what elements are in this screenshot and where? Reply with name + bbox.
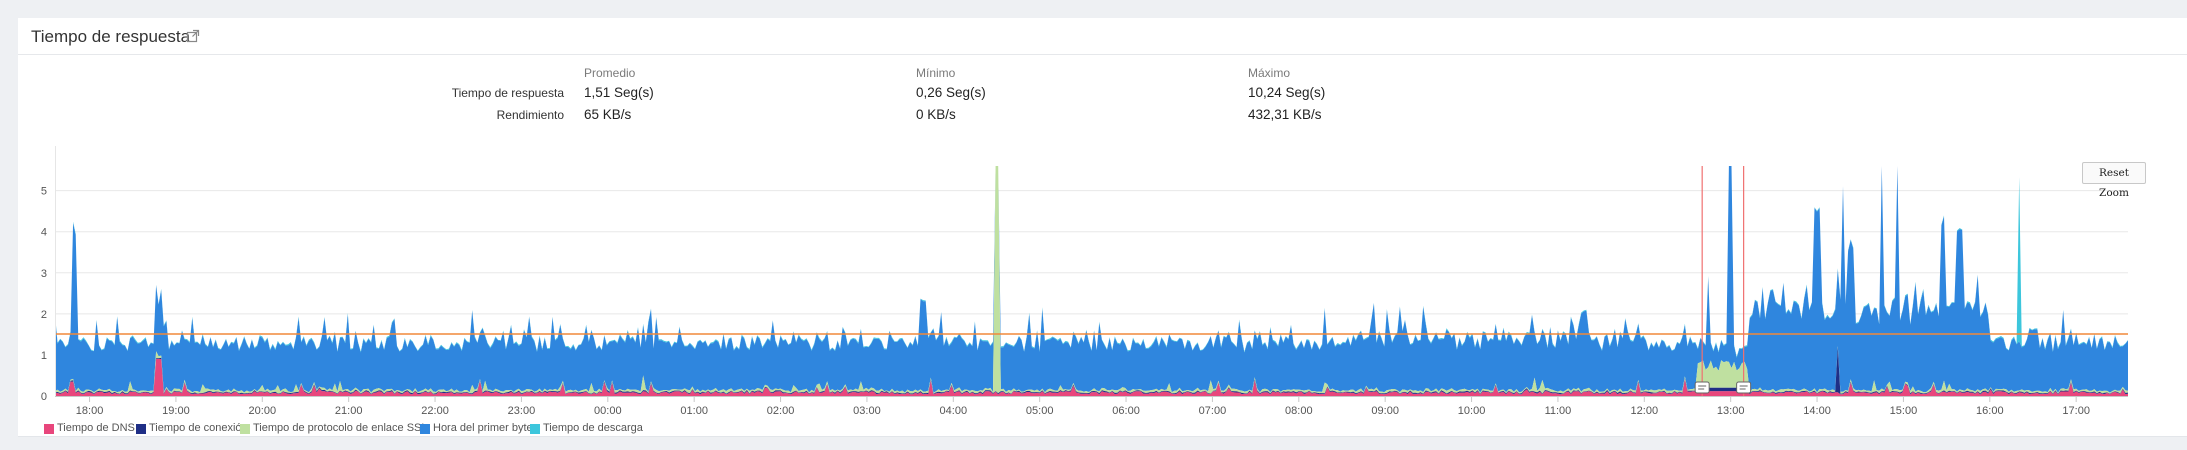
x-tick-label: 19:00 bbox=[162, 405, 190, 417]
legend-label: Tiempo de conexión bbox=[149, 422, 248, 434]
x-tick-label: 02:00 bbox=[767, 405, 795, 417]
x-tick-label: 04:00 bbox=[940, 405, 968, 417]
chart-legend: Tiempo de DNS Tiempo de conexión Tiempo de… bbox=[44, 422, 1244, 438]
x-tick-label: 11:00 bbox=[1545, 405, 1572, 417]
stat-response-min: 0,26 Seg(s) bbox=[916, 85, 986, 100]
stat-throughput-avg: 65 KB/s bbox=[584, 107, 632, 122]
external-link-icon[interactable] bbox=[186, 29, 200, 43]
panel-title: Tiempo de respuesta bbox=[31, 27, 191, 46]
x-tick-label: 06:00 bbox=[1112, 405, 1140, 417]
summary-stats: Promedio Mínimo Máximo Tiempo de respues… bbox=[18, 66, 2187, 146]
x-tick-label: 14:00 bbox=[1803, 405, 1831, 417]
legend-label: Tiempo de protocolo de enlace SSL bbox=[253, 422, 428, 434]
y-tick-label: 1 bbox=[41, 350, 47, 362]
x-tick-label: 05:00 bbox=[1026, 405, 1054, 417]
x-tick-label: 20:00 bbox=[249, 405, 277, 417]
legend-swatch bbox=[136, 424, 146, 434]
stat-header-min: Mínimo bbox=[916, 66, 956, 80]
x-tick-label: 18:00 bbox=[76, 405, 104, 417]
legend-swatch bbox=[530, 424, 540, 434]
x-tick-label: 21:00 bbox=[335, 405, 363, 417]
legend-label: Hora del primer byte bbox=[433, 422, 533, 434]
legend-label: Tiempo de DNS bbox=[57, 422, 135, 434]
x-tick-label: 15:00 bbox=[1890, 405, 1918, 417]
legend-label: Tiempo de descarga bbox=[543, 422, 643, 434]
event-marker-icon[interactable] bbox=[1736, 381, 1752, 394]
y-tick-label: 3 bbox=[41, 268, 47, 280]
x-tick-label: 03:00 bbox=[853, 405, 881, 417]
y-tick-label: 0 bbox=[41, 391, 47, 403]
stat-row-label-response: Tiempo de respuesta bbox=[451, 86, 564, 100]
x-tick-label: 22:00 bbox=[421, 405, 449, 417]
stat-throughput-max: 432,31 KB/s bbox=[1248, 107, 1322, 122]
legend-swatch bbox=[420, 424, 430, 434]
panel-header: Tiempo de respuesta bbox=[18, 18, 2187, 55]
stat-response-avg: 1,51 Seg(s) bbox=[584, 85, 654, 100]
x-tick-label: 16:00 bbox=[1976, 405, 2004, 417]
stat-row-label-throughput: Rendimiento bbox=[496, 108, 564, 122]
x-tick-label: 01:00 bbox=[680, 405, 708, 417]
x-tick-label: 12:00 bbox=[1631, 405, 1659, 417]
reset-zoom-button[interactable]: Reset Zoom bbox=[2082, 162, 2146, 199]
x-tick-label: 07:00 bbox=[1199, 405, 1227, 417]
x-tick-label: 17:00 bbox=[2062, 405, 2090, 417]
x-tick-label: 13:00 bbox=[1717, 405, 1745, 417]
y-tick-label: 4 bbox=[41, 227, 47, 239]
response-time-panel: Tiempo de respuesta Promedio Mínimo Máxi… bbox=[18, 18, 2187, 437]
stat-header-avg: Promedio bbox=[584, 66, 636, 80]
series-area-3 bbox=[55, 166, 2128, 393]
x-tick-label: 10:00 bbox=[1458, 405, 1486, 417]
legend-swatch bbox=[240, 424, 250, 434]
legend-swatch bbox=[44, 424, 54, 434]
stat-throughput-min: 0 KB/s bbox=[916, 107, 956, 122]
x-tick-label: 08:00 bbox=[1285, 405, 1313, 417]
x-tick-label: 23:00 bbox=[508, 405, 536, 417]
response-time-chart[interactable]: 0 1 2 3 4 5 18:00 19:00 20:00 21:00 22:00 23:00 00:0… bbox=[18, 146, 2187, 422]
series-area-0 bbox=[55, 359, 2128, 396]
event-marker-icon[interactable] bbox=[1694, 381, 1710, 394]
y-tick-label: 2 bbox=[41, 309, 47, 321]
x-tick-label: 00:00 bbox=[594, 405, 622, 417]
y-tick-label: 5 bbox=[41, 186, 47, 198]
stat-response-max: 10,24 Seg(s) bbox=[1248, 85, 1326, 100]
x-tick-label: 09:00 bbox=[1371, 405, 1399, 417]
stat-header-max: Máximo bbox=[1248, 66, 1291, 80]
